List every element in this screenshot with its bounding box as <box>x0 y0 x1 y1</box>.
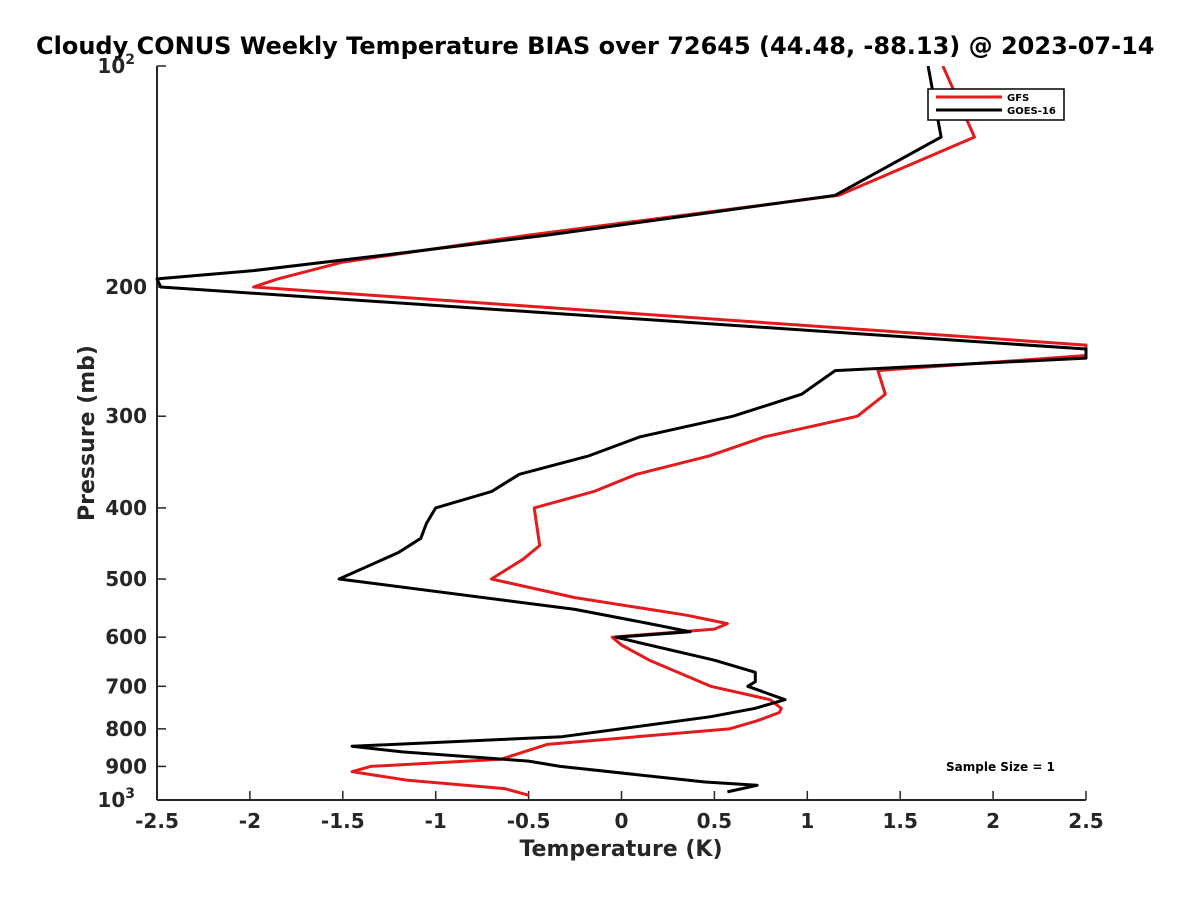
y-tick-label: 300 <box>105 404 147 428</box>
x-tick-label: -1 <box>425 809 447 833</box>
legend: GFS GOES-16 <box>927 88 1065 121</box>
sample-size-annotation: Sample Size = 1 <box>946 760 1055 774</box>
y-tick-label: 200 <box>105 275 147 299</box>
y-tick-label: 500 <box>105 567 147 591</box>
x-tick-label: 1.5 <box>882 809 917 833</box>
x-tick-label: 0 <box>615 809 629 833</box>
y-axis-ticks: 102 200 300 400 500 600 700 800 900 103 <box>97 52 166 812</box>
y-tick-label: 103 <box>97 786 135 812</box>
y-tick-label: 900 <box>105 754 147 778</box>
x-tick-label: -2.5 <box>135 809 179 833</box>
legend-box <box>927 88 1065 121</box>
x-axis-ticks: -2.5 -2 -1.5 -1 -0.5 0 0.5 1 1.5 2 2.5 <box>135 791 1104 833</box>
plot-area: -2.5 -2 -1.5 -1 -0.5 0 0.5 1 1.5 2 2.5 102 200 300 40… <box>97 52 1103 833</box>
x-tick-label: 0.5 <box>697 809 732 833</box>
y-tick-label: 102 <box>97 52 135 78</box>
x-axis-label: Temperature (K) <box>519 837 722 862</box>
series-line-goes16 <box>155 66 1088 794</box>
x-tick-label: -0.5 <box>507 809 551 833</box>
x-tick-label: 2 <box>986 809 1000 833</box>
x-tick-label: -1.5 <box>321 809 365 833</box>
series-lines <box>155 66 1088 797</box>
chart-title: Cloudy CONUS Weekly Temperature BIAS ove… <box>36 32 1154 60</box>
x-tick-label: 1 <box>800 809 814 833</box>
x-tick-label: -2 <box>239 809 261 833</box>
legend-label-gfs: GFS <box>1007 93 1029 104</box>
series-line-gfs <box>252 66 1088 797</box>
y-tick-label: 800 <box>105 717 147 741</box>
y-tick-label: 700 <box>105 674 147 698</box>
y-tick-label: 600 <box>105 625 147 649</box>
x-tick-label: 2.5 <box>1068 809 1103 833</box>
y-axis-label: Pressure (mb) <box>75 345 100 521</box>
y-tick-label: 400 <box>105 496 147 520</box>
legend-label-goes16: GOES-16 <box>1007 106 1056 117</box>
